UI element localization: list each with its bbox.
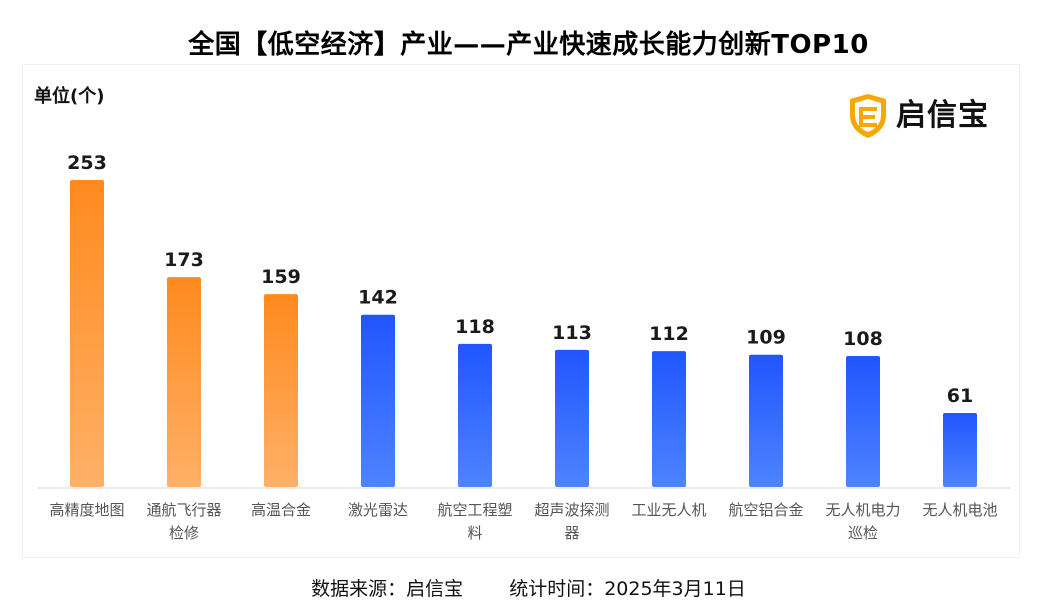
unit-label: 单位(个): [34, 86, 105, 107]
stat-time: 统计时间：2025年3月11日: [509, 578, 746, 600]
data-source: 数据来源：启信宝: [311, 578, 464, 600]
value-label-5: 113: [552, 322, 592, 344]
category-label-3: 激光雷达: [348, 501, 408, 519]
category-label-2: 高温合金: [251, 501, 311, 519]
bar-7: [749, 354, 783, 487]
category-label-7: 航空铝合金: [728, 501, 803, 519]
value-label-7: 109: [746, 327, 786, 349]
bar-2: [264, 294, 298, 487]
category-label-1: 通航飞行器检修: [146, 501, 221, 542]
footer: 数据来源：启信宝 统计时间：2025年3月11日: [0, 574, 1057, 601]
value-label-1: 173: [164, 249, 204, 271]
bar-0: [70, 180, 104, 487]
bar-1: [167, 277, 201, 487]
bar-9: [943, 412, 977, 487]
value-label-9: 61: [947, 385, 973, 407]
brand-logo: 启信宝: [848, 92, 989, 140]
bar-8: [846, 355, 880, 487]
bar-3: [361, 314, 395, 487]
category-label-8: 无人机电力巡检: [825, 501, 900, 542]
category-label-9: 无人机电池: [922, 501, 997, 519]
value-label-0: 253: [67, 152, 107, 174]
chart-title: 全国【低空经济】产业——产业快速成长能力创新TOP10: [188, 30, 869, 60]
category-label-4: 航空工程塑料: [437, 501, 512, 542]
value-label-6: 112: [649, 323, 689, 345]
bar-5: [555, 349, 589, 487]
bar-4: [458, 343, 492, 487]
category-label-5: 超声波探测器: [534, 501, 609, 542]
shield-logo-icon: [850, 94, 886, 138]
bar-6: [652, 351, 686, 487]
brand-name: 启信宝: [896, 98, 989, 133]
value-label-2: 159: [261, 266, 301, 288]
value-label-3: 142: [358, 287, 398, 309]
category-label-6: 工业无人机: [631, 501, 706, 519]
value-label-8: 108: [843, 328, 883, 350]
value-label-4: 118: [455, 316, 495, 338]
category-label-0: 高精度地图: [49, 501, 124, 519]
